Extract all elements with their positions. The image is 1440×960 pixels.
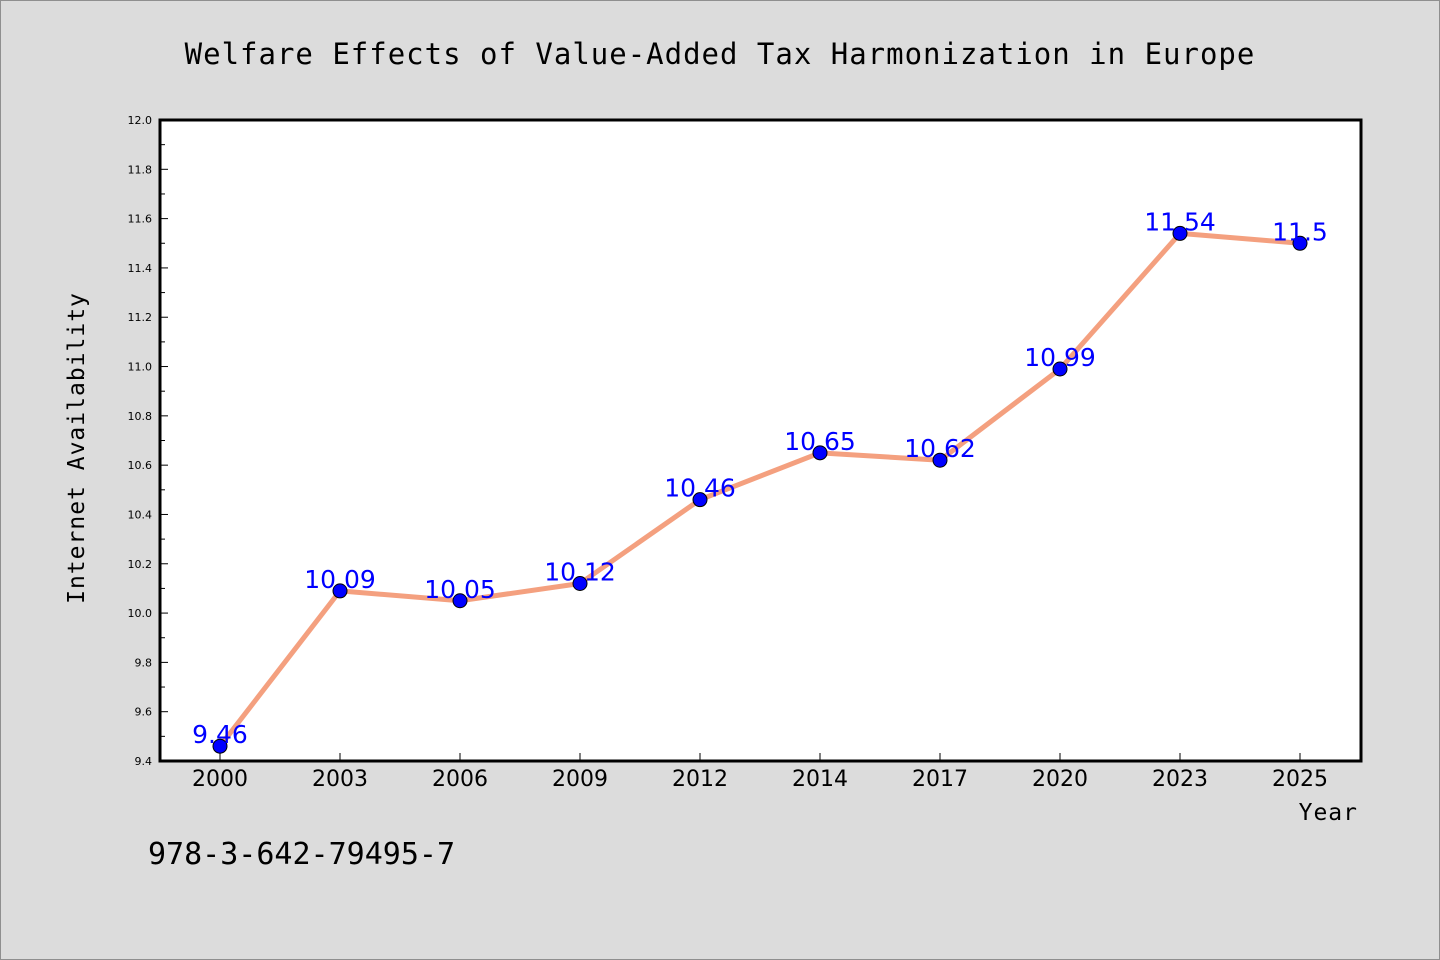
y-tick-label: 11.2	[128, 311, 153, 324]
chart-title: Welfare Effects of Value-Added Tax Harmo…	[185, 37, 1256, 71]
y-tick-label: 10.6	[128, 459, 153, 472]
data-label: 9.46	[192, 720, 248, 749]
x-tick-label: 2020	[1032, 767, 1088, 792]
series-line	[218, 230, 1301, 748]
data-point	[212, 738, 228, 754]
x-tick-label: 2025	[1272, 767, 1328, 792]
y-tick-label: 9.4	[135, 755, 153, 768]
data-label: 10.05	[424, 575, 496, 604]
y-tick-label: 11.8	[128, 163, 153, 176]
x-tick-label: 2003	[312, 767, 368, 792]
y-axis-ticks: 9.4 9.6 9.8 10.0 10.2 10.4 10.6 10.8 11.0 11.2 11.…	[128, 114, 168, 768]
data-point	[692, 492, 708, 508]
data-label: 10.62	[904, 434, 976, 463]
data-point	[932, 452, 948, 468]
data-point	[1172, 225, 1188, 241]
series-markers	[212, 225, 1308, 754]
data-point	[1292, 235, 1308, 251]
data-label: 10.09	[304, 565, 376, 594]
data-labels: 9.46 10.09 10.05 10.12 10.46 10.65 10.62 10.99 1…	[192, 207, 1328, 749]
data-label: 10.46	[664, 474, 736, 503]
data-point	[452, 593, 468, 609]
y-tick-label: 12.0	[128, 114, 153, 127]
y-tick-label: 11.4	[128, 262, 153, 275]
y-tick-label: 9.8	[135, 656, 153, 669]
x-tick-label: 2006	[432, 767, 488, 792]
data-label: 11.54	[1144, 207, 1216, 236]
data-point	[572, 575, 588, 591]
x-tick-label: 2014	[792, 767, 848, 792]
plot-area	[158, 118, 1363, 763]
y-axis-title: Internet Availability	[64, 292, 90, 604]
x-tick-label: 2023	[1152, 767, 1208, 792]
data-label: 10.65	[784, 427, 856, 456]
series-line-group	[218, 230, 1301, 748]
data-label: 11.5	[1272, 217, 1328, 246]
x-tick-label: 2017	[912, 767, 968, 792]
data-point	[332, 583, 348, 599]
y-tick-label: 11.0	[128, 361, 153, 374]
y-tick-label: 10.2	[128, 558, 153, 571]
data-label: 10.99	[1024, 343, 1096, 372]
x-tick-label: 2000	[192, 767, 248, 792]
x-tick-label: 2012	[672, 767, 728, 792]
x-tick-label: 2009	[552, 767, 608, 792]
data-label: 10.12	[544, 557, 616, 586]
footer-identifier: 978-3-642-79495-7	[148, 837, 455, 872]
y-tick-label: 9.6	[135, 706, 153, 719]
data-point	[812, 445, 828, 461]
y-tick-label: 10.8	[128, 410, 153, 423]
data-point	[1052, 361, 1068, 377]
x-axis-ticks: 2000 2003 2006 2009 2012 2014 2017 2020 2023 2025	[192, 753, 1328, 792]
y-tick-label: 11.6	[128, 213, 153, 226]
y-tick-label: 10.4	[128, 508, 153, 521]
x-axis-title: Year	[1299, 800, 1358, 826]
y-tick-label: 10.0	[128, 607, 153, 620]
